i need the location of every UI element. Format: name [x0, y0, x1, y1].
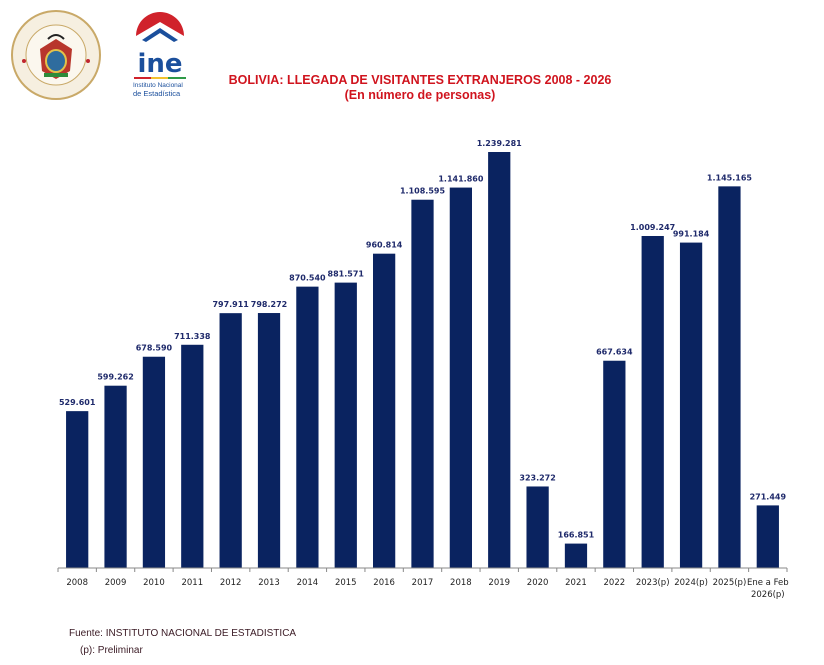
bar-2025-p- — [718, 186, 741, 568]
x-tick-label: 2016 — [373, 578, 395, 588]
x-tick-label: 2013 — [258, 578, 280, 588]
x-tick-label: 2009 — [105, 578, 127, 588]
ine-subtitle-1: Instituto Nacional — [133, 82, 183, 89]
x-tick-label: 2015 — [335, 578, 357, 588]
bar-2014 — [296, 286, 319, 568]
data-label: 870.540 — [289, 274, 326, 283]
data-label: 960.814 — [366, 241, 403, 250]
bar-2021 — [564, 543, 588, 568]
data-label: 529.601 — [59, 398, 96, 407]
bar-2015 — [334, 282, 357, 568]
bar-2020 — [526, 486, 549, 568]
x-tick-label: 2023(p) — [636, 578, 670, 588]
bar-2013 — [257, 313, 281, 568]
data-label: 323.272 — [519, 473, 555, 482]
data-label: 1.141.860 — [438, 175, 483, 184]
ine-subtitle-2: de Estadística — [133, 89, 181, 98]
source-note: Fuente: INSTITUTO NACIONAL DE ESTADISTIC… — [69, 628, 297, 639]
data-label: 1.009.247 — [630, 223, 675, 232]
x-tick-label: 2017 — [412, 578, 434, 588]
data-label: 1.145.165 — [707, 173, 752, 182]
x-tick-label: 2021 — [565, 578, 587, 588]
chart-title-block: BOLIVIA: LLEGADA DE VISITANTES EXTRANJER… — [200, 73, 640, 103]
data-label: 599.262 — [97, 373, 133, 382]
ine-logo-text: ine — [137, 49, 182, 79]
x-tick-label: 2014 — [297, 578, 319, 588]
x-tick-label: 2024(p) — [674, 578, 708, 588]
data-label: 881.571 — [328, 270, 365, 279]
bar-2022 — [603, 360, 626, 568]
bar-2023-p- — [641, 235, 664, 568]
x-tick-label: 2025(p) — [713, 578, 747, 588]
x-tick-label: 2008 — [66, 578, 88, 588]
x-tick-label: 2019 — [488, 578, 510, 588]
bar-2008 — [66, 411, 89, 568]
chart-title: BOLIVIA: LLEGADA DE VISITANTES EXTRANJER… — [228, 73, 612, 87]
data-label: 667.634 — [596, 348, 633, 357]
data-label: 711.338 — [174, 332, 211, 341]
chart-subtitle: (En número de personas) — [344, 88, 496, 102]
preliminary-note: (p): Preliminar — [80, 645, 143, 656]
presidencia-seal-logo — [11, 10, 101, 100]
data-label: 1.239.281 — [477, 139, 522, 148]
bar-2011 — [181, 344, 204, 568]
x-tick-label: 2026(p) — [751, 590, 785, 600]
bar-2016 — [373, 253, 396, 568]
x-tick-label: 2011 — [181, 578, 203, 588]
data-label: 678.590 — [136, 344, 173, 353]
data-label: 1.108.595 — [400, 187, 445, 196]
data-label: 798.272 — [251, 300, 287, 309]
data-label: 166.851 — [558, 531, 595, 540]
x-tick-label: 2020 — [527, 578, 549, 588]
bar-2012 — [219, 313, 242, 568]
bar-2024-p- — [679, 242, 703, 569]
x-tick-label: Ene a Feb — [747, 578, 789, 588]
bar-2010 — [142, 356, 166, 568]
bar-ene-a-feb-2026-p- — [756, 505, 779, 568]
x-tick-label: 2012 — [220, 578, 242, 588]
bar-2018 — [449, 187, 472, 568]
data-label: 271.449 — [750, 492, 787, 501]
x-tick-label: 2018 — [450, 578, 472, 588]
bar-2019 — [488, 152, 511, 568]
data-label: 991.184 — [673, 230, 710, 239]
ine-logo: ine Instituto Nacional de Estadística — [133, 12, 186, 98]
x-tick-label: 2010 — [143, 578, 165, 588]
bar-2009 — [104, 385, 127, 568]
bar-2017 — [411, 199, 434, 568]
data-label: 797.911 — [212, 300, 249, 309]
x-tick-label: 2022 — [604, 578, 626, 588]
